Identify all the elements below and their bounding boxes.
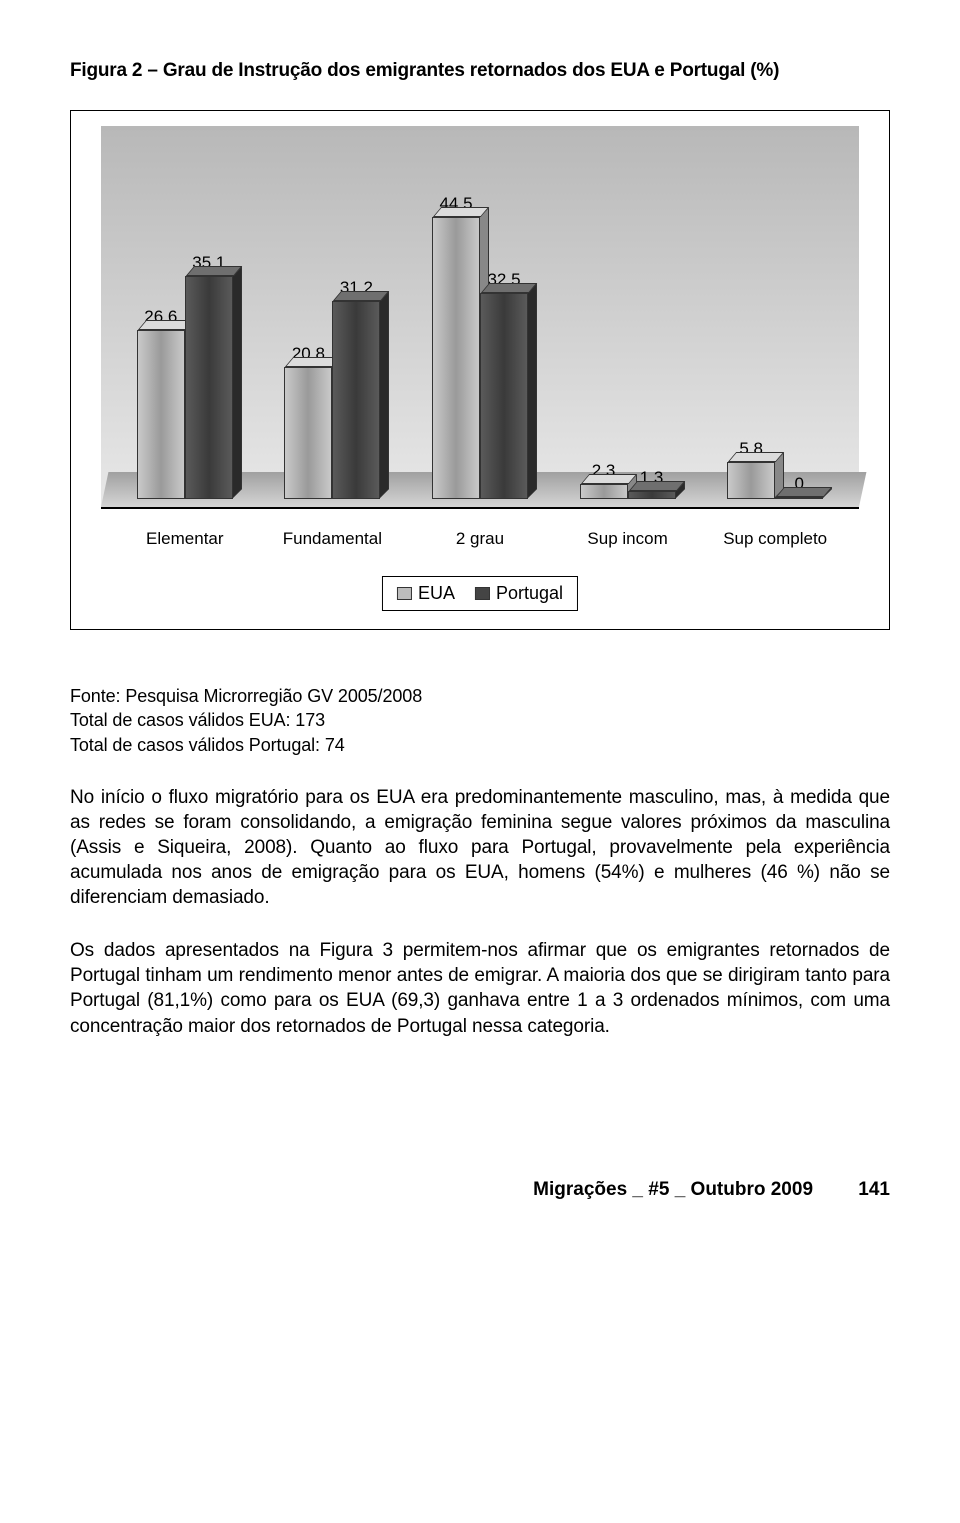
bar-group: 26,635,1 bbox=[137, 126, 233, 507]
x-axis-label: Elementar bbox=[125, 529, 245, 549]
chart-container: 26,635,1 20,831,2 44,532,5 2,31,3 5,80 Eleme… bbox=[70, 110, 890, 630]
bar bbox=[432, 217, 480, 499]
legend-item-eua: EUA bbox=[397, 583, 455, 604]
legend-item-portugal: Portugal bbox=[475, 583, 563, 604]
legend-label-portugal: Portugal bbox=[496, 583, 563, 604]
bar bbox=[332, 301, 380, 499]
bar-wrap: 5,8 bbox=[727, 126, 775, 499]
legend-swatch-eua bbox=[397, 587, 412, 600]
bar bbox=[137, 330, 185, 499]
x-axis-label: Sup incom bbox=[568, 529, 688, 549]
bar-wrap: 0 bbox=[775, 126, 823, 499]
bar-wrap: 35,1 bbox=[185, 126, 233, 499]
body-paragraph-2: Os dados apresentados na Figura 3 permit… bbox=[70, 938, 890, 1038]
x-axis-label: 2 grau bbox=[420, 529, 540, 549]
footer-journal: Migrações _ #5 _ Outubro 2009 bbox=[533, 1179, 813, 1200]
page-footer: Migrações _ #5 _ Outubro 2009 141 bbox=[70, 1179, 890, 1201]
source-line-2: Total de casos válidos EUA: 173 bbox=[70, 708, 890, 732]
bar-group: 20,831,2 bbox=[284, 126, 380, 507]
x-axis-label: Sup completo bbox=[715, 529, 835, 549]
legend: EUA Portugal bbox=[382, 576, 578, 611]
bar bbox=[727, 462, 775, 499]
footer-page-number: 141 bbox=[858, 1179, 890, 1200]
legend-swatch-portugal bbox=[475, 587, 490, 600]
bar bbox=[480, 293, 528, 499]
source-line-1: Fonte: Pesquisa Microrregião GV 2005/200… bbox=[70, 684, 890, 708]
body-paragraph-1: No início o fluxo migratório para os EUA… bbox=[70, 785, 890, 910]
bar-group: 5,80 bbox=[727, 126, 823, 507]
bar-groups: 26,635,1 20,831,2 44,532,5 2,31,3 5,80 bbox=[101, 126, 859, 507]
legend-label-eua: EUA bbox=[418, 583, 455, 604]
bar bbox=[185, 276, 233, 499]
x-axis-labels: Elementar Fundamental 2 grau Sup incom Sup c… bbox=[101, 529, 859, 549]
bar-wrap: 26,6 bbox=[137, 126, 185, 499]
bar-wrap: 31,2 bbox=[332, 126, 380, 499]
bar-wrap: 2,3 bbox=[580, 126, 628, 499]
bar-group: 2,31,3 bbox=[580, 126, 676, 507]
bar bbox=[580, 484, 628, 499]
bar-group: 44,532,5 bbox=[432, 126, 528, 507]
bar-wrap: 44,5 bbox=[432, 126, 480, 499]
source-line-3: Total de casos válidos Portugal: 74 bbox=[70, 733, 890, 757]
bar-wrap: 1,3 bbox=[628, 126, 676, 499]
figure-title: Figura 2 – Grau de Instrução dos emigran… bbox=[70, 60, 890, 82]
bar-wrap: 20,8 bbox=[284, 126, 332, 499]
bar-wrap: 32,5 bbox=[480, 126, 528, 499]
bar bbox=[284, 367, 332, 499]
x-axis-label: Fundamental bbox=[272, 529, 392, 549]
source-block: Fonte: Pesquisa Microrregião GV 2005/200… bbox=[70, 684, 890, 757]
plot-area: 26,635,1 20,831,2 44,532,5 2,31,3 5,80 bbox=[101, 126, 859, 509]
bar bbox=[628, 491, 676, 499]
bar bbox=[775, 497, 823, 499]
